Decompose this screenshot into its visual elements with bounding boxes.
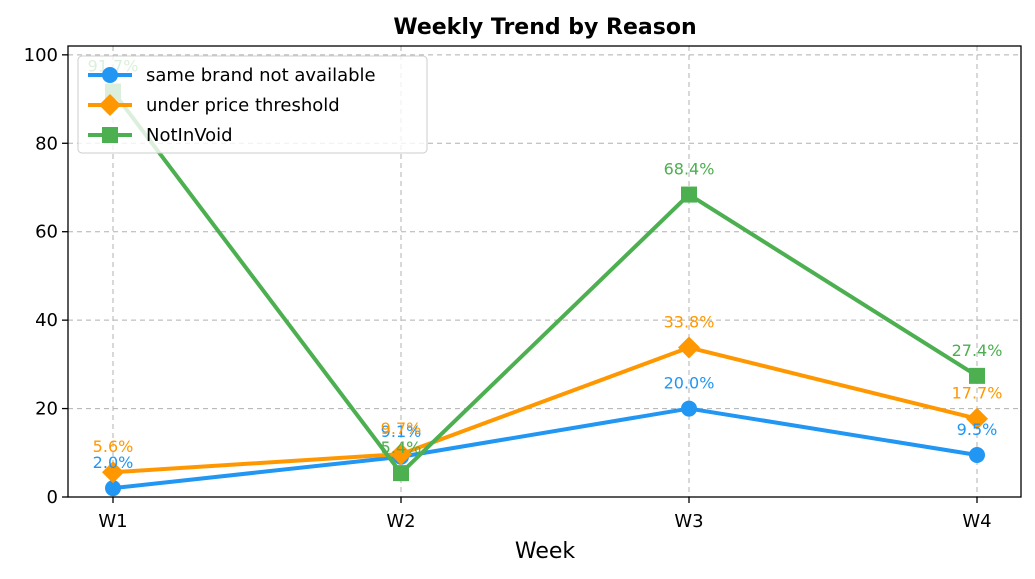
- y-tick-label: 0: [47, 487, 58, 508]
- data-point: [969, 367, 985, 384]
- data-label: 9.5%: [957, 420, 998, 439]
- data-point: [393, 465, 409, 482]
- data-point: [966, 407, 988, 430]
- series-line: [111, 90, 979, 476]
- legend-box: [77, 55, 428, 154]
- series-line: [112, 406, 978, 491]
- legend: same brand not available under price thre…: [77, 55, 428, 154]
- data-label: 68.4%: [664, 160, 715, 179]
- data-label: 2.0%: [93, 453, 134, 472]
- legend-marker: [102, 67, 118, 83]
- series-line: [112, 345, 978, 475]
- y-tick-label: 80: [35, 133, 58, 154]
- data-label: 20.0%: [664, 374, 715, 393]
- data-point: [678, 336, 700, 359]
- x-tick-label: W4: [962, 511, 991, 532]
- y-tick-label: 20: [35, 399, 58, 420]
- data-point: [390, 443, 412, 466]
- y-tick-label: 100: [24, 45, 58, 66]
- data-label: 5.4%: [381, 438, 422, 457]
- data-point: [681, 186, 697, 203]
- axes: 0 20 40 60 80 100 W1 W2 W3 W4: [24, 45, 992, 532]
- legend-label: NotInVoid: [146, 125, 233, 146]
- plot-frame: [67, 45, 1022, 498]
- data-label: 33.8%: [664, 313, 715, 332]
- data-label: 17.7%: [952, 384, 1003, 403]
- series-layer: [102, 83, 988, 497]
- data-label: 9.7%: [381, 419, 422, 438]
- y-tick-label: 60: [35, 222, 58, 243]
- data-point: [969, 446, 985, 463]
- legend-marker: [102, 127, 118, 143]
- data-label: 5.6%: [93, 437, 134, 456]
- data-label: 9.1%: [381, 422, 422, 441]
- x-tick-label: W2: [386, 511, 415, 532]
- x-tick-label: W1: [98, 511, 127, 532]
- x-tick-label: W3: [674, 511, 703, 532]
- legend-label: same brand not available: [146, 65, 376, 86]
- data-point: [105, 480, 121, 497]
- chart-title: Weekly Trend by Reason: [393, 15, 696, 40]
- x-axis-label: Week: [515, 539, 576, 564]
- data-point: [102, 461, 124, 484]
- data-label: 27.4%: [952, 341, 1003, 360]
- data-point: [681, 400, 697, 417]
- legend-marker: [99, 94, 121, 116]
- legend-label: under price threshold: [146, 95, 340, 116]
- y-tick-label: 40: [35, 310, 58, 331]
